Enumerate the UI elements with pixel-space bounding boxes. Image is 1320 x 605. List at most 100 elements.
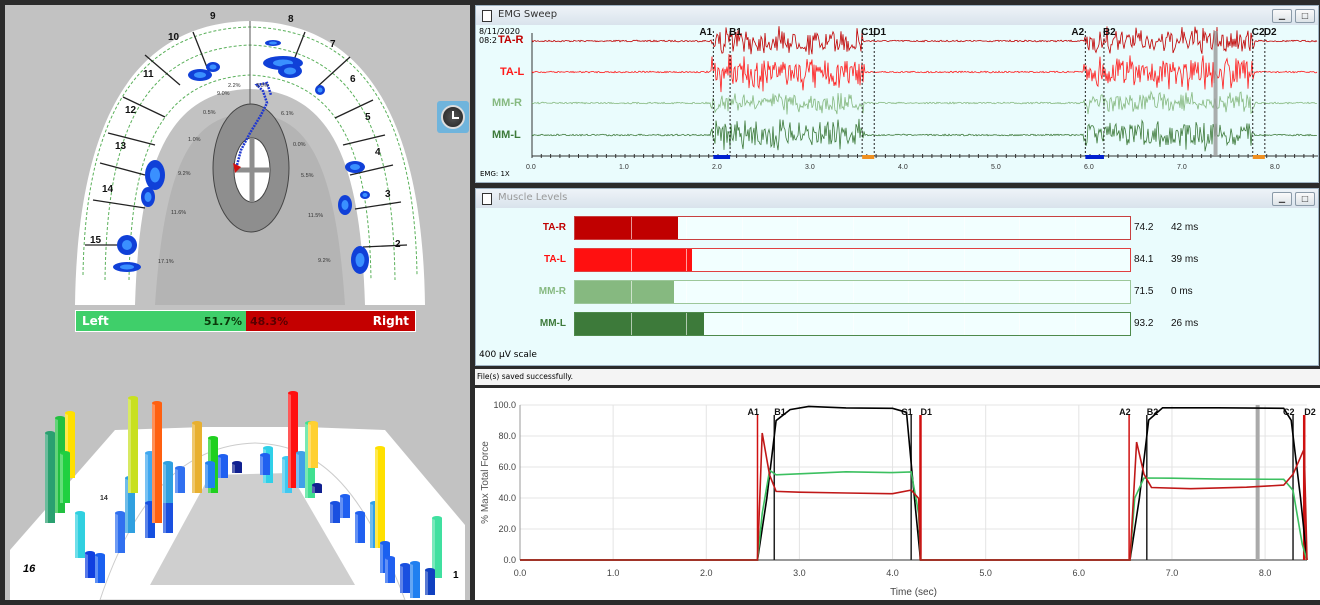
minimize-icon[interactable]: ▁ xyxy=(1272,192,1292,206)
left-force-line xyxy=(520,468,1308,561)
muscle-level-bar xyxy=(574,248,1131,272)
force-column xyxy=(145,503,155,538)
minimize-icon[interactable]: ▁ xyxy=(1272,9,1292,23)
force-column-highlight xyxy=(60,453,63,503)
force-column-highlight xyxy=(400,565,403,593)
offset-range xyxy=(1252,155,1265,159)
event-marker-label: C2 xyxy=(1283,407,1295,417)
x-tick-label: 4.0 xyxy=(886,568,899,578)
balance-left: Left 51.7% xyxy=(76,311,246,331)
force-column-top xyxy=(208,436,218,440)
3d-force-view[interactable]: 16 14 1 xyxy=(5,335,470,600)
pressure-blob-core xyxy=(122,240,132,250)
force-column-highlight xyxy=(55,418,58,513)
y-tick-label: 20.0 xyxy=(498,524,516,534)
sweep-date: 8/11/2020 xyxy=(479,27,521,36)
gridline xyxy=(630,281,632,303)
force-column-highlight xyxy=(45,433,48,523)
force-column-highlight xyxy=(340,496,343,518)
muscle-level-bar xyxy=(574,216,1131,240)
maximize-icon[interactable]: □ xyxy=(1295,9,1315,23)
force-column-top xyxy=(85,551,95,555)
tooth-divider xyxy=(122,96,166,118)
muscle-delay: 39 ms xyxy=(1171,254,1199,265)
event-marker-label: D2 xyxy=(1304,407,1316,417)
force-column xyxy=(85,553,95,578)
gridline xyxy=(741,249,743,271)
emg-trace-mm-l xyxy=(531,118,1318,152)
force-column-top xyxy=(432,516,442,520)
left-percentage: 0.5% xyxy=(203,110,216,116)
force-column-top xyxy=(95,553,105,557)
occlusion-force-map[interactable]: 9 8 10 7 11 6 12 5 13 4 14 3 15 2 2.2% 9.0% 0.5% 1.0% 9.2… xyxy=(5,5,470,335)
tooth-number: 7 xyxy=(330,39,336,50)
pressure-blob-core xyxy=(269,41,277,45)
force-column-highlight xyxy=(380,543,383,573)
force-column xyxy=(282,458,292,493)
force-column-top xyxy=(380,541,390,545)
force-column-top xyxy=(152,401,162,405)
channel-label-ta-r: TA-R xyxy=(498,34,524,46)
gridline xyxy=(1019,217,1020,239)
window-title: EMG Sweep xyxy=(498,9,558,20)
balance-right: 48.3% Right xyxy=(246,311,415,331)
force-column-highlight xyxy=(145,453,148,513)
muscle-label: TA-R xyxy=(542,222,566,233)
tooth-divider xyxy=(99,162,146,176)
force-column xyxy=(296,453,306,488)
left-percentage: 9.0% xyxy=(217,91,230,97)
gridline xyxy=(908,281,909,303)
tooth-label-1: 1 xyxy=(453,570,459,581)
offset-range xyxy=(862,155,875,159)
force-column-top xyxy=(232,461,242,465)
y-tick-label: 0.0 xyxy=(503,555,516,565)
force-vs-time-chart[interactable]: 0.0 20.0 40.0 60.0 80.0 100.0 0.0 1.0 2.0 3.0 4.0 5… xyxy=(475,388,1320,600)
pressure-blob-core xyxy=(355,253,365,267)
event-marker-label: B1 xyxy=(729,27,742,38)
force-column-top xyxy=(175,466,185,470)
event-marker-label: D1 xyxy=(873,27,886,38)
y-axis-label: % Max Total Force xyxy=(480,441,491,524)
timer-button[interactable] xyxy=(437,101,469,133)
x-tick-label: 2.0 xyxy=(700,568,713,578)
force-column-highlight xyxy=(85,553,88,578)
tooth-number: 14 xyxy=(102,184,114,195)
tooth-number: 6 xyxy=(350,74,356,85)
onset-range xyxy=(713,155,731,159)
emg-sweep-plot[interactable]: 0.0 1.0 2.0 3.0 4.0 5.0 6.0 7.0 8.0 A1 B1 C1 D1 A2 B2 C… xyxy=(476,25,1318,183)
gridline xyxy=(1019,249,1020,271)
emg-sweep-window: EMG Sweep ▁ □ 8/11/2020 08:2 TA-R TA-L M… xyxy=(475,5,1319,183)
channel-label-mm-l: MM-L xyxy=(492,129,521,141)
maximize-icon[interactable]: □ xyxy=(1295,192,1315,206)
force-column-highlight xyxy=(145,503,148,538)
y-tick-label: 40.0 xyxy=(498,493,516,503)
x-tick-label: 6.0 xyxy=(1073,568,1086,578)
x-tick-label: 0.0 xyxy=(526,164,536,171)
force-column xyxy=(385,558,395,583)
force-column-top xyxy=(400,563,410,567)
force-column-top xyxy=(288,391,298,395)
event-marker-label: C2 xyxy=(1252,27,1265,38)
document-icon xyxy=(482,10,492,22)
force-column-top xyxy=(355,511,365,515)
x-tick-label: 3.0 xyxy=(805,164,815,171)
force-column xyxy=(308,423,318,468)
force-column xyxy=(192,423,202,493)
force-column xyxy=(65,413,75,478)
cof-trajectory xyxy=(235,81,273,166)
force-column xyxy=(232,463,242,473)
pressure-blob-core xyxy=(194,72,206,78)
force-column-highlight xyxy=(260,455,263,475)
emg-trace-mm-r xyxy=(531,90,1318,115)
gridline xyxy=(908,217,909,239)
gridline xyxy=(686,313,687,335)
force-column-highlight xyxy=(192,423,195,493)
force-column xyxy=(312,485,322,493)
muscle-delay: 42 ms xyxy=(1171,222,1199,233)
gridline xyxy=(630,313,632,335)
force-column-highlight xyxy=(288,393,291,488)
x-tick-label: 1.0 xyxy=(619,164,629,171)
tooth-divider xyxy=(107,132,156,146)
x-tick-label: 3.0 xyxy=(793,568,806,578)
gridline xyxy=(797,281,798,303)
